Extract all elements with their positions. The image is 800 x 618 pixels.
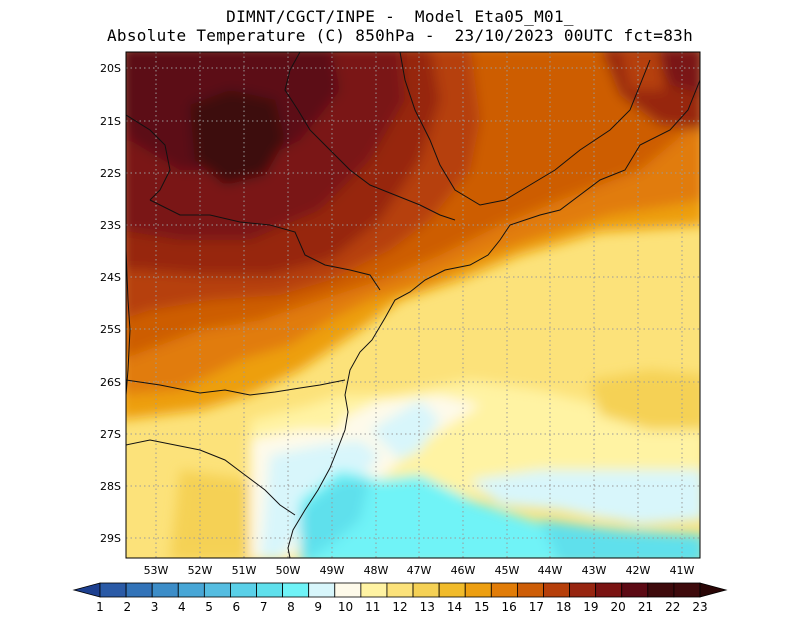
grid-lines [126, 52, 700, 558]
colorbar-label: 5 [205, 600, 213, 614]
lat-label: 27S [100, 428, 121, 441]
lat-label: 22S [100, 167, 121, 180]
lon-label: 44W [538, 564, 563, 577]
colorbar-swatch [282, 582, 310, 598]
colorbar: 1 2 3 4 5 6 7 8 9 10 11 12 13 14 15 16 17 18 19 20 21 22 23 [72, 582, 728, 614]
lon-label: 41W [670, 564, 695, 577]
lon-label: 46W [451, 564, 476, 577]
colorbar-swatch [569, 582, 597, 598]
chart-title-line1: DIMNT/CGCT/INPE - Model Eta05_M01_ [226, 7, 574, 26]
colorbar-label: 13 [420, 600, 435, 614]
colorbar-label: 1 [96, 600, 104, 614]
colorbar-label: 23 [692, 600, 707, 614]
lat-label: 26S [100, 376, 121, 389]
colorbar-swatch [595, 582, 623, 598]
colorbar-swatch [151, 582, 179, 598]
colorbar-swatch [334, 582, 362, 598]
colorbar-swatch [177, 582, 205, 598]
lon-label: 53W [144, 564, 169, 577]
longitude-labels: 53W 52W 51W 50W 49W 48W 47W 46W 45W 44W … [144, 564, 695, 577]
colorbar-swatch [621, 582, 649, 598]
colorbar-label: 21 [638, 600, 653, 614]
lon-label: 50W [276, 564, 301, 577]
colorbar-swatch [256, 582, 284, 598]
lon-label: 52W [188, 564, 213, 577]
colorbar-label: 12 [392, 600, 407, 614]
state-border-sc-rs [126, 439, 296, 516]
lon-label: 51W [232, 564, 257, 577]
colorbar-arrow-right [699, 582, 728, 598]
colorbar-label: 9 [314, 600, 322, 614]
colorbar-label: 2 [123, 600, 131, 614]
state-border-ms [126, 114, 171, 201]
colorbar-label: 20 [611, 600, 626, 614]
colorbar-label: 4 [178, 600, 186, 614]
colorbar-label: 19 [583, 600, 598, 614]
lat-label: 20S [100, 62, 121, 75]
colorbar-label: 6 [233, 600, 241, 614]
map-frame [125, 51, 701, 559]
colorbar-label: 7 [260, 600, 268, 614]
lon-label: 42W [626, 564, 651, 577]
temperature-field [126, 52, 700, 558]
colorbar-swatch [99, 582, 127, 598]
colorbar-label: 3 [151, 600, 159, 614]
colorbar-swatch [438, 582, 466, 598]
state-border-mg [399, 52, 651, 206]
colorbar-swatch [673, 582, 701, 598]
colorbar-swatch [125, 582, 153, 598]
colorbar-swatch [203, 582, 231, 598]
colorbar-swatch [412, 582, 440, 598]
lon-label: 47W [407, 564, 432, 577]
lon-label: 45W [495, 564, 520, 577]
colorbar-label: 8 [287, 600, 295, 614]
coastline-borders [126, 52, 700, 558]
lat-label: 29S [100, 532, 121, 545]
colorbar-swatch [386, 582, 414, 598]
coastline [287, 79, 700, 558]
colorbar-arrow-left [72, 582, 101, 598]
colorbar-label: 22 [665, 600, 680, 614]
lat-label: 24S [100, 271, 121, 284]
colorbar-swatch [464, 582, 492, 598]
state-border-sp [149, 199, 381, 291]
lon-label: 43W [582, 564, 607, 577]
colorbar-swatch [308, 582, 336, 598]
colorbar-label: 17 [529, 600, 544, 614]
colorbar-label: 16 [501, 600, 516, 614]
colorbar-label: 15 [474, 600, 489, 614]
colorbar-label: 18 [556, 600, 571, 614]
colorbar-swatch [543, 582, 570, 598]
state-border-pr [126, 379, 346, 396]
latitude-labels: 20S 21S 22S 23S 24S 25S 26S 27S 28S 29S [100, 62, 121, 545]
lat-label: 28S [100, 480, 121, 493]
colorbar-swatch [230, 582, 257, 598]
lat-label: 25S [100, 323, 121, 336]
colorbar-label: 10 [338, 600, 353, 614]
country-border [126, 249, 131, 396]
lon-label: 49W [320, 564, 345, 577]
colorbar-label: 11 [365, 600, 380, 614]
colorbar-swatch [490, 582, 518, 598]
state-border-rj [284, 52, 456, 221]
lon-label: 48W [364, 564, 389, 577]
colorbar-swatch [647, 582, 675, 598]
lat-label: 23S [100, 219, 121, 232]
chart-title-line2: Absolute Temperature (C) 850hPa - 23/10/… [106, 26, 694, 45]
colorbar-swatch [516, 582, 544, 598]
colorbar-swatch [360, 582, 388, 598]
lat-label: 21S [100, 115, 121, 128]
colorbar-label: 14 [447, 600, 462, 614]
